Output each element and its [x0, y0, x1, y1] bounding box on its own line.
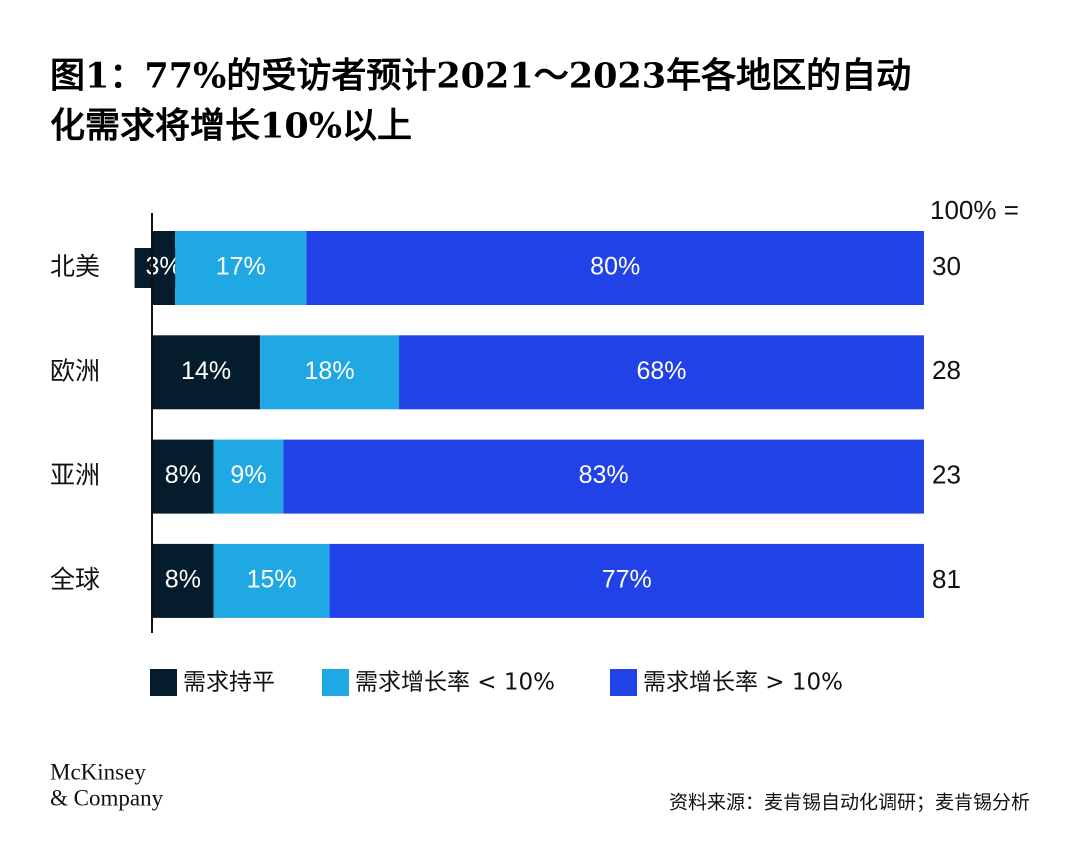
- category-label: 欧洲: [50, 356, 100, 385]
- total-label: 23: [932, 459, 961, 489]
- total-label: 28: [932, 355, 961, 385]
- bar-segment: [306, 231, 924, 305]
- bar-segment: [329, 543, 924, 618]
- value-label: 77%: [602, 566, 652, 594]
- legend-label: 需求增长率 > 10%: [643, 670, 843, 696]
- chart-title: 图1：77%的受访者预计2021～2023年各地区的自动: [50, 56, 911, 97]
- value-label: 9%: [230, 461, 266, 489]
- logo: & Company: [50, 785, 164, 810]
- total-label: 81: [932, 564, 961, 594]
- bar-segment: [213, 543, 330, 618]
- value-label: 18%: [305, 357, 355, 385]
- value-label: 8%: [165, 566, 201, 594]
- legend-swatch: [610, 669, 637, 696]
- bar-segment: [399, 335, 924, 410]
- category-label: 亚洲: [50, 461, 100, 490]
- category-label: 北美: [50, 252, 100, 281]
- value-label: 68%: [636, 357, 686, 385]
- legend-label: 需求持平: [183, 670, 275, 696]
- chart-title: 化需求将增长10%以上: [50, 106, 412, 147]
- bar-segment: [283, 439, 924, 514]
- totals-header: 100% =: [930, 195, 1019, 225]
- value-label: 8%: [165, 461, 201, 489]
- value-label: 83%: [579, 461, 629, 489]
- bar-segment: [260, 335, 400, 410]
- legend-swatch: [150, 669, 177, 696]
- category-label: 全球: [50, 565, 100, 594]
- bar-segment: [152, 439, 214, 514]
- value-label: 17%: [216, 253, 266, 281]
- logo: McKinsey: [50, 759, 146, 784]
- total-label: 30: [932, 251, 961, 281]
- bar-segment: [213, 439, 284, 514]
- legend-label: 需求增长率 < 10%: [355, 670, 555, 696]
- source: 资料来源：麦肯锡自动化调研；麦肯锡分析: [669, 792, 1030, 814]
- value-label: 80%: [590, 253, 640, 281]
- value-label: 15%: [247, 566, 297, 594]
- bar-segment: [175, 231, 307, 305]
- bar-segment: [152, 543, 214, 618]
- bar-segment: [152, 335, 261, 410]
- value-label: 14%: [181, 357, 231, 385]
- legend-swatch: [322, 669, 349, 696]
